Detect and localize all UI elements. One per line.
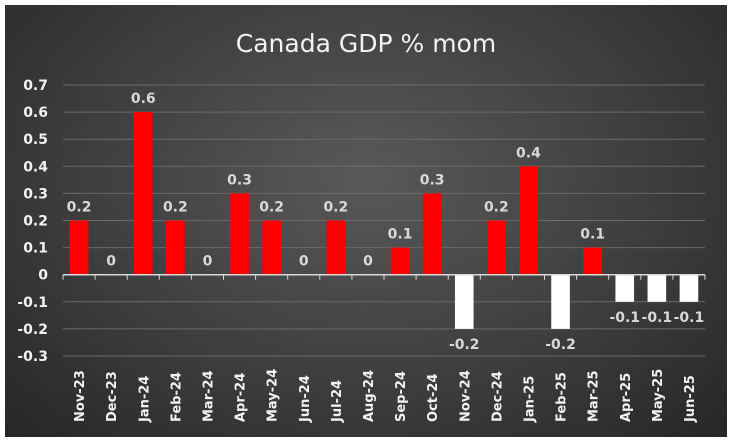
data-label: 0.3 [420,172,445,188]
x-tick-label: May-24 [266,369,281,422]
data-label: 0.2 [163,200,188,216]
x-tick-label: Jun-25 [683,375,698,423]
data-label: -0.2 [545,337,576,353]
x-tick-label: Jan-25 [522,376,537,423]
bar [166,220,185,275]
chart-title: Canada GDP % mom [236,29,496,58]
bar [679,274,699,302]
data-label: 0.2 [484,200,509,216]
x-tick-label: Jun-24 [298,375,313,423]
data-label: 0.2 [259,200,284,216]
bar [583,247,602,275]
bar [326,220,346,275]
y-tick-label: -0.3 [17,349,48,365]
data-label: -0.1 [674,310,705,326]
bar [454,274,474,329]
y-tick-label: -0.1 [17,295,48,311]
y-tick-label: 0.5 [23,132,48,148]
x-axis [62,273,706,280]
x-tick-label: Jan-24 [137,376,152,423]
bar [422,193,442,275]
x-tick-label: Apr-24 [234,373,249,422]
data-label: 0.1 [388,227,413,243]
x-tick-label: Oct-24 [426,374,441,422]
data-label: 0.3 [227,172,252,188]
bar [230,193,249,275]
x-tick-label: Dec-23 [105,371,120,422]
bar [69,220,89,275]
x-tick-label: May-25 [651,369,666,422]
x-tick-label: Nov-23 [73,370,88,422]
x-tick-label: Feb-25 [555,372,570,422]
data-label: 0 [363,254,373,270]
x-tick-label: Nov-24 [458,370,473,422]
data-labels: 0.2 0 0.6 0.2 0 0.3 0.2 0 0.2 0 0.1 0.3 -0.2 0.2 0.4 -0… [67,91,705,353]
y-tick-label: 0.7 [23,78,48,94]
bar [487,220,506,275]
y-tick-label: 0.4 [23,159,48,175]
x-tick-label: Sep-24 [394,371,409,422]
data-label: 0 [203,254,213,270]
x-tick-label: Jul-24 [330,380,345,423]
x-tick-label: Feb-24 [169,372,184,422]
data-label: -0.2 [449,337,480,353]
bar [390,247,410,275]
data-label: 0.2 [323,200,348,216]
bar [615,274,635,302]
data-label: 0 [299,254,309,270]
x-tick-label: Mar-25 [587,370,602,422]
y-tick-label: 0.6 [23,105,48,121]
x-tick-label: Apr-25 [619,373,634,422]
x-axis-ticks: Nov-23 Dec-23 Jan-24 Feb-24 Mar-24 Apr-24 May-… [73,369,698,423]
bars [69,112,699,329]
y-axis-ticks: 0.7 0.6 0.5 0.4 0.3 0.2 0.1 0 -0.1 -0.2 -0.3 [17,78,48,365]
data-label: 0.6 [131,91,156,107]
data-label: 0 [106,254,116,270]
data-label: -0.1 [642,310,673,326]
data-label: 0.1 [580,227,605,243]
y-tick-label: 0.3 [23,186,48,202]
bar [133,112,153,275]
bar [519,166,538,275]
x-tick-label: Mar-24 [201,370,216,422]
data-label: 0.2 [67,200,92,216]
bar [262,220,281,275]
x-tick-label: Dec-24 [490,371,505,422]
y-tick-label: 0.1 [23,241,48,257]
y-tick-label: 0 [38,268,48,284]
data-label: 0.4 [516,145,541,161]
bar [551,274,570,329]
data-label: -0.1 [609,310,640,326]
y-tick-label: -0.2 [17,322,48,338]
bar [647,274,667,302]
x-tick-label: Aug-24 [362,370,377,422]
y-tick-label: 0.2 [23,214,48,230]
